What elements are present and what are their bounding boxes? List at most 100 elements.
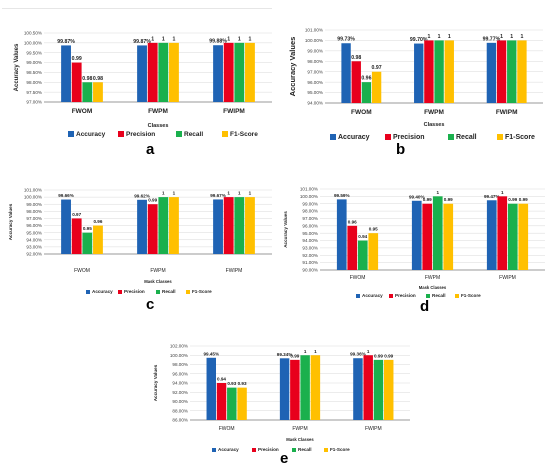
panel-c-bar-fwipm-accuracy: [213, 199, 223, 254]
panel-d-ytick-label: 95.00%: [302, 231, 318, 236]
panel-c-bar-fwom-f1-score: [93, 225, 103, 254]
panel-b-legend-label: F1-Score: [505, 134, 535, 141]
panel-c-bar-fwpm-precision: [147, 204, 158, 254]
panel-c-ytick-label: 92.00%: [26, 252, 42, 257]
panel-a-bar-fwipm-accuracy: [213, 45, 223, 102]
panel-c-data-label: 0.99: [148, 198, 157, 203]
panel-d-bar-fwom-accuracy: [336, 199, 347, 270]
panel-e-bar-fwpm-precision: [290, 359, 300, 420]
panel-e-bar-fwom-f1-score: [237, 387, 247, 420]
panel-b-legend-swatch: [385, 134, 391, 140]
panel-e-category-label: FWPM: [292, 426, 307, 432]
panel-c-ytick-label: 95.00%: [26, 230, 42, 235]
panel-b-bar-fwpm-recall: [434, 40, 444, 103]
panel-b-category-label: FWPM: [424, 109, 444, 116]
panel-d-bar-fwipm-recall: [507, 203, 518, 270]
panel-c-ytick-label: 99.00%: [26, 202, 42, 207]
panel-d-bar-fwipm-precision: [497, 196, 508, 270]
panel-c-bar-fwpm-recall: [158, 197, 169, 254]
panel-a-data-label: 1: [151, 36, 154, 42]
panel-d-data-label: 0.96: [348, 219, 357, 224]
panel-d-ytick-label: 98.00%: [302, 209, 318, 214]
panel-d-legend-swatch: [389, 294, 393, 298]
panel-d-ytick-label: 94.00%: [302, 238, 318, 243]
panel-e-legend-swatch: [324, 448, 328, 452]
panel-b-legend-swatch: [330, 134, 336, 140]
panel-a-bar-fwpm-precision: [147, 42, 158, 102]
panel-b-data-label: 99.73%: [337, 37, 355, 43]
panel-a-bar-fwpm-f1-score: [169, 42, 179, 102]
panel-d-ytick-label: 92.00%: [302, 253, 318, 258]
panel-a-data-label: 1: [249, 36, 252, 42]
panel-a-ytick-label: 98.00%: [26, 80, 42, 85]
panel-d-legend-label: F1-Score: [461, 293, 481, 298]
panel-b-data-label: 1: [438, 34, 441, 40]
panel-e-data-label: 0.94: [217, 377, 226, 382]
panel-b-data-label: 1: [520, 34, 523, 40]
panel-a-ytick-label: 100.00%: [24, 40, 42, 45]
panel-a-data-label: 1: [173, 36, 176, 42]
panel-b-data-label: 1: [427, 34, 430, 40]
panel-e-ytick-label: 102.00%: [170, 344, 188, 349]
panel-d-ytick-label: 100.00%: [300, 194, 318, 199]
panel-c-data-label: 99.66%: [58, 193, 74, 198]
panel-c-ytick-label: 97.00%: [26, 216, 42, 221]
panel-e-bar-fwom-precision: [216, 383, 227, 420]
panel-d-ytick-label: 97.00%: [302, 216, 318, 221]
panel-c-legend-label: F1-Score: [192, 289, 212, 294]
panel-e-ytick-label: 98.00%: [172, 362, 188, 367]
panel-e-data-label: 0.93: [227, 381, 236, 386]
panel-d-category-label: FWIPM: [499, 275, 516, 281]
panel-b-ytick-label: 94.00%: [307, 101, 323, 106]
panel-c-ytick-label: 101.00%: [24, 188, 42, 193]
panel-d-data-label: 99.40%: [409, 194, 425, 199]
panel-b-legend-label: Precision: [393, 134, 425, 141]
panel-a-bar-fwipm-recall: [234, 42, 245, 102]
panel-c-bar-fwipm-recall: [234, 197, 245, 254]
panel-e-legend-label: Recall: [298, 447, 312, 452]
panel-b-ytick-label: 99.00%: [307, 48, 323, 53]
panel-a-data-label: 1: [162, 36, 165, 42]
panel-e-data-label: 1: [304, 349, 307, 354]
panel-b-ytick-label: 95.00%: [307, 90, 323, 95]
panel-d-data-label: 99.47%: [484, 194, 500, 199]
panel-b-category-label: FWIPM: [496, 109, 518, 116]
panel-c-bar-fwom-accuracy: [61, 199, 71, 254]
panel-e-bar-fwpm-recall: [300, 355, 310, 420]
panel-d-ytick-label: 96.00%: [302, 223, 318, 228]
panel-a-data-label: 1: [238, 36, 241, 42]
panel-a-legend-swatch: [68, 131, 74, 137]
panel-c-bar-fwom-precision: [71, 218, 82, 254]
panel-c-ytick-label: 93.00%: [26, 244, 42, 249]
panel-c-data-label: 0.95: [83, 226, 92, 231]
panel-c-data-label: 1: [238, 191, 241, 196]
panel-d-x-axis-title: Mask Classes: [419, 285, 447, 290]
panel-b-ytick-label: 97.00%: [307, 69, 323, 74]
top-divider: [2, 8, 272, 9]
panel-a-bar-fwom-precision: [71, 62, 82, 102]
panel-e-ytick-label: 100.00%: [170, 353, 188, 358]
panel-c-x-axis-title: Mask Classes: [144, 279, 172, 284]
panel-e-bar-fwipm-precision: [363, 355, 373, 420]
panel-c-data-label: 1: [249, 191, 252, 196]
panel-a-bar-fwipm-precision: [223, 42, 234, 102]
panel-a-ytick-label: 99.00%: [26, 60, 42, 65]
panel-b-category-label: FWOM: [351, 109, 372, 116]
panel-d-data-label: 0.99: [508, 197, 517, 202]
panel-b-legend-label: Recall: [456, 134, 477, 141]
panel-c-legend-label: Precision: [124, 289, 145, 294]
panel-b-x-axis-title: Classes: [424, 122, 445, 128]
panel-e-legend-swatch: [252, 448, 256, 452]
panel-a-ytick-label: 98.50%: [26, 70, 42, 75]
panel-a-legend-swatch: [222, 131, 228, 137]
panel-c-legend-swatch: [186, 290, 190, 294]
panel-d-data-label: 0.95: [369, 227, 378, 232]
panel-a-x-axis-title: Classes: [148, 123, 169, 129]
panel-b-data-label: 1: [448, 34, 451, 40]
panel-d-data-label: 1: [501, 190, 504, 195]
panel-a-ytick-label: 99.50%: [26, 50, 42, 55]
panel-a-legend-swatch: [176, 131, 182, 137]
panel-e-bar-fwpm-f1-score: [310, 355, 321, 420]
